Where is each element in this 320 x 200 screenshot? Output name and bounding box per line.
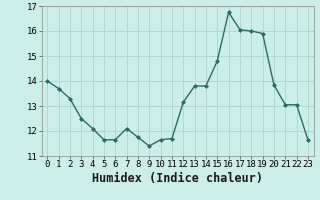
X-axis label: Humidex (Indice chaleur): Humidex (Indice chaleur) (92, 172, 263, 185)
